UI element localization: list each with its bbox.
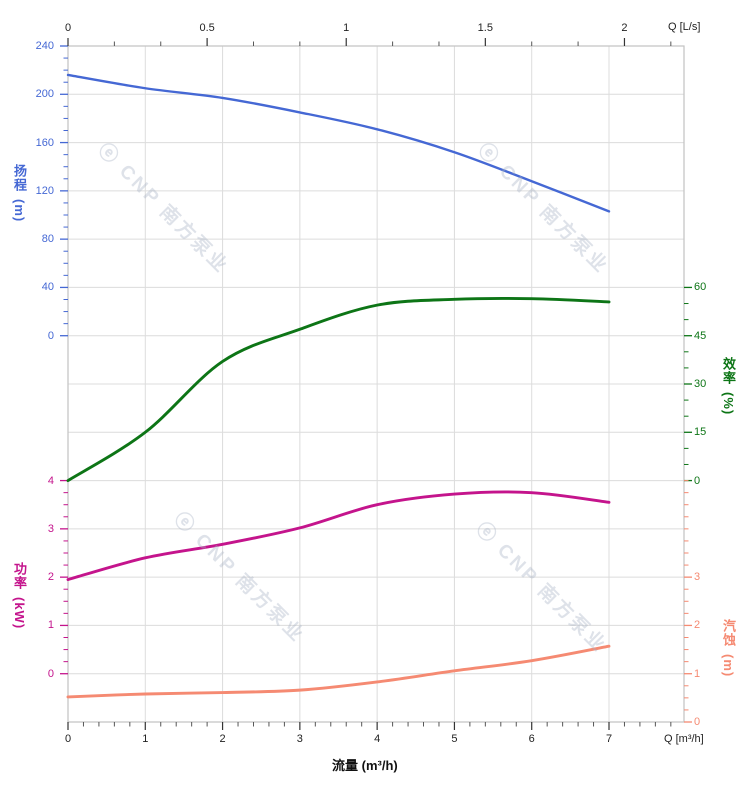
power-curve [66,490,611,582]
head-curve [66,73,611,213]
efficiency-curve [66,296,611,483]
npsh-curve [66,644,611,699]
